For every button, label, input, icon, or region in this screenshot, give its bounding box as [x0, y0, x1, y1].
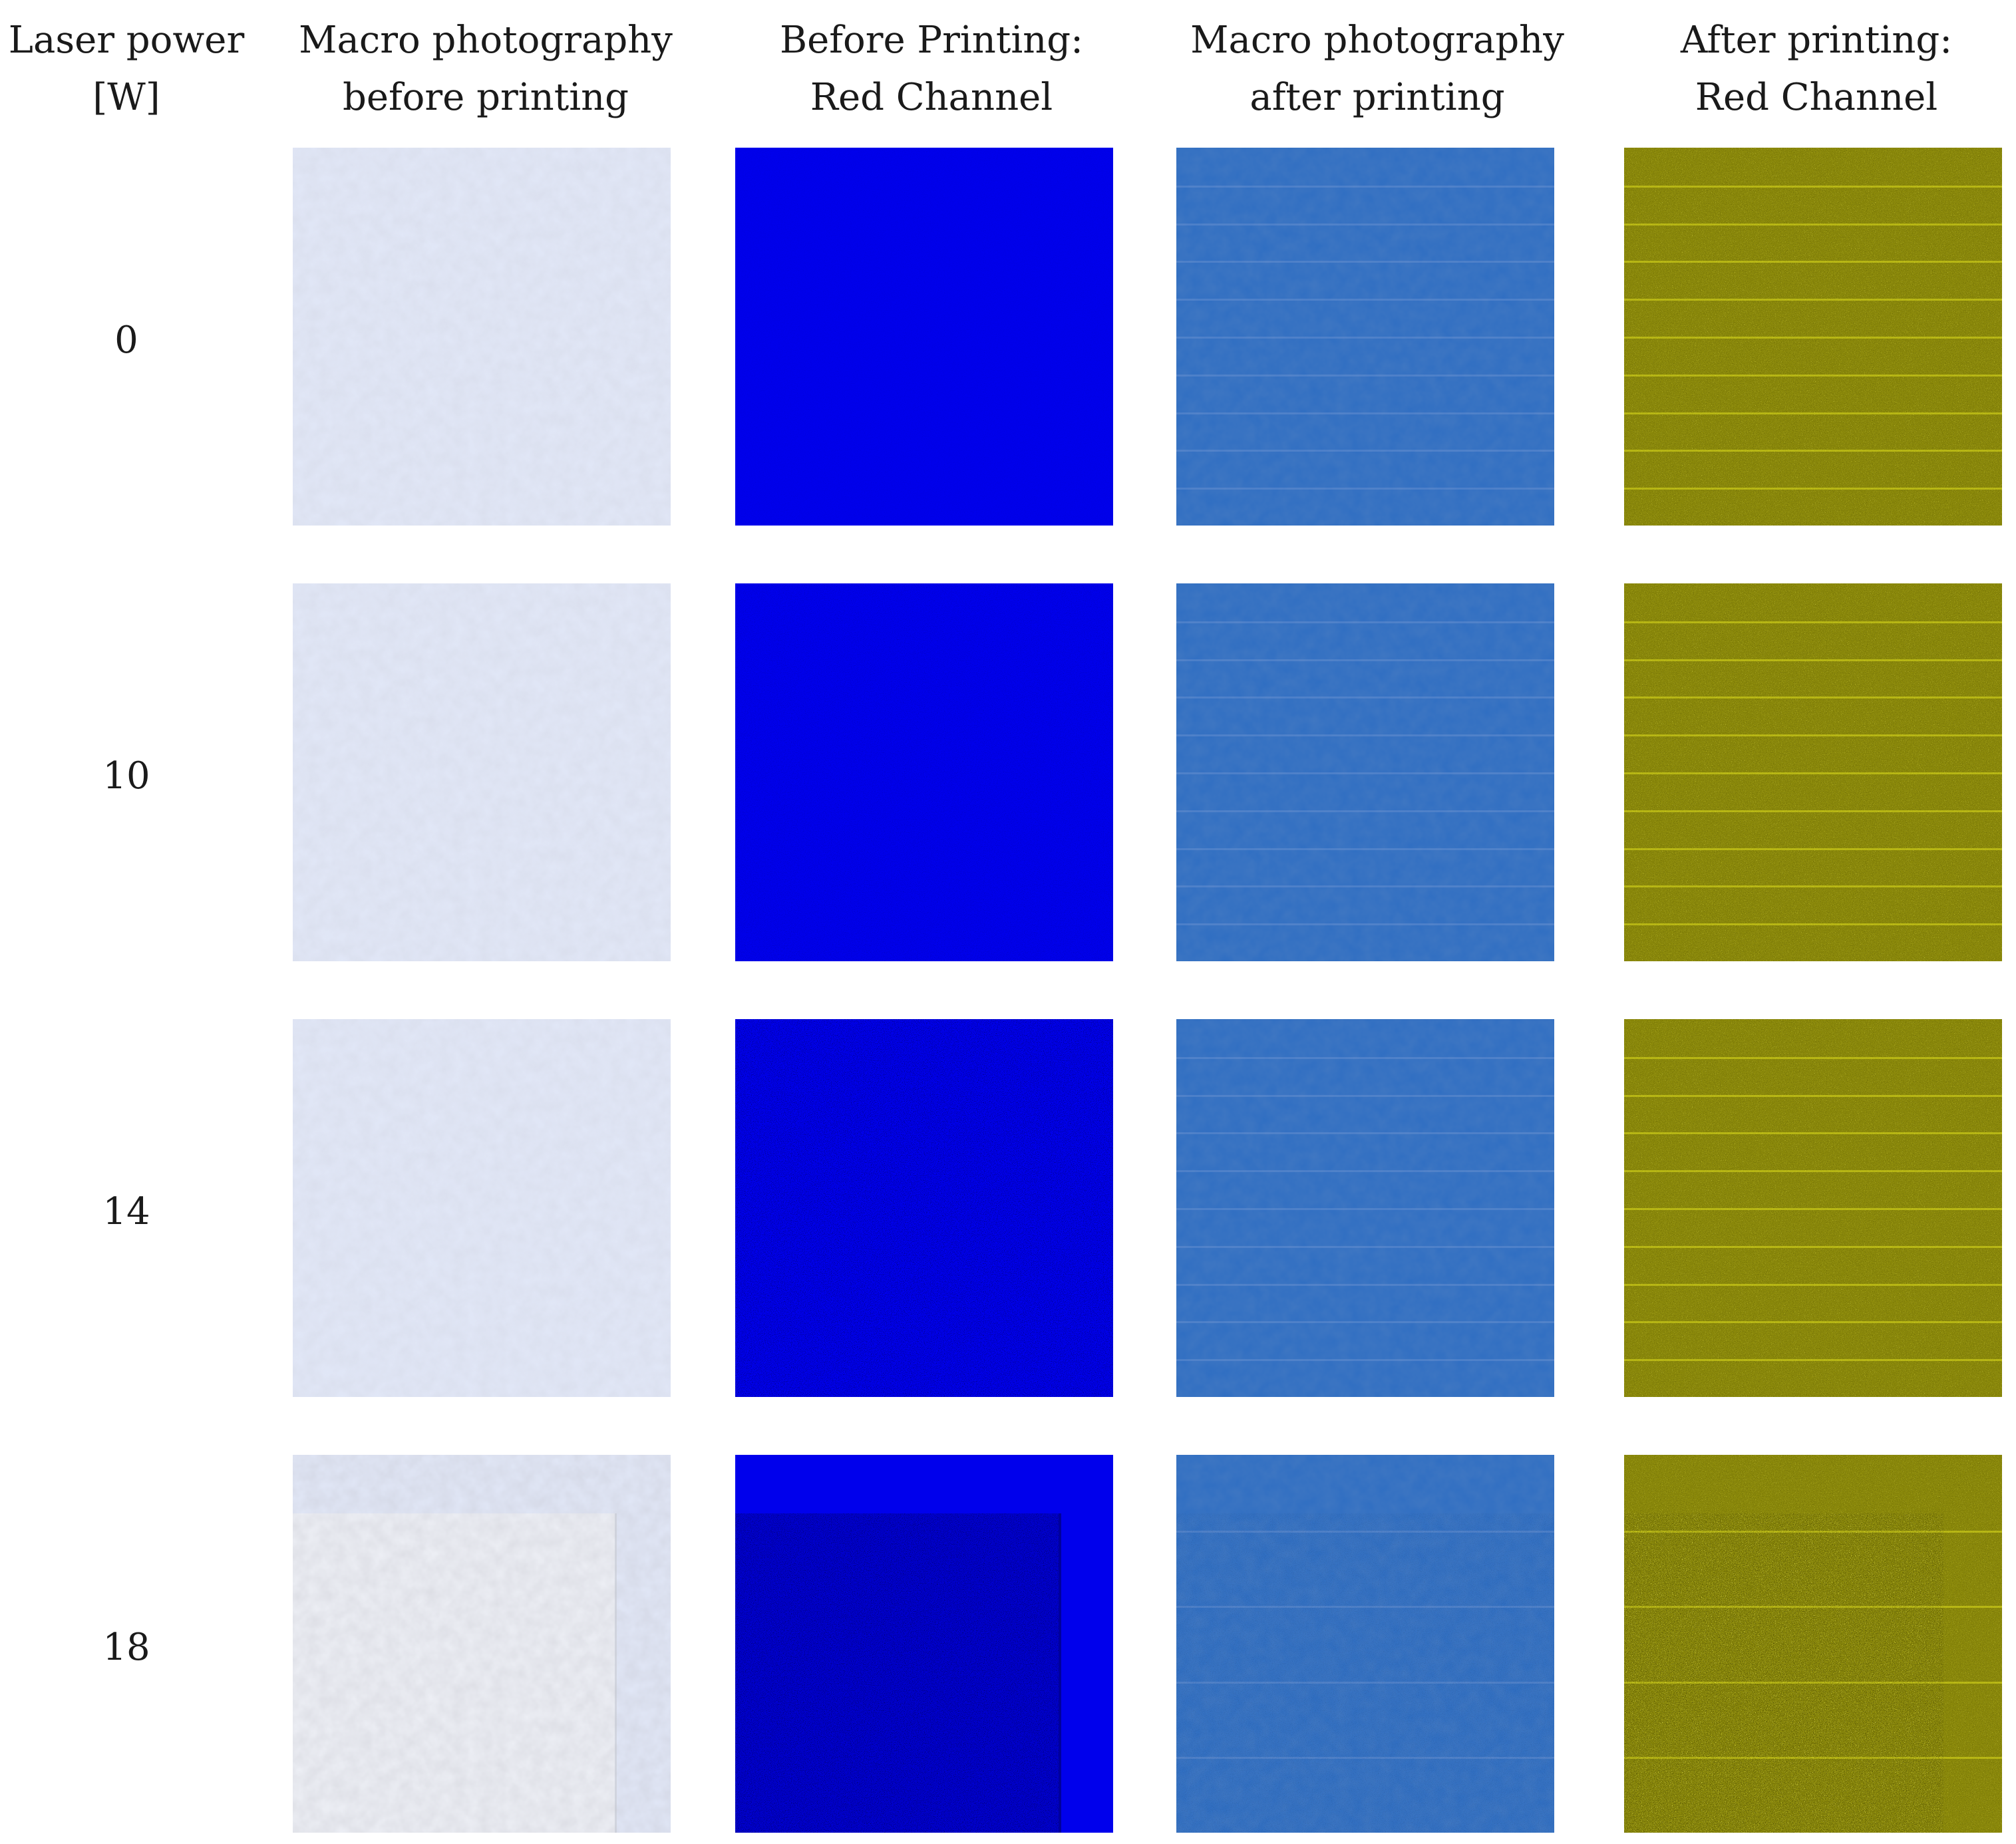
- before-red-channel-image: [735, 1455, 1113, 1833]
- before-red-channel-image: [735, 583, 1113, 961]
- macro-after-image: [1176, 583, 1554, 961]
- after-red-channel-image: [1624, 148, 2002, 526]
- header-after-red: After printing: Red Channel: [1597, 12, 2016, 126]
- macro-before-image: [293, 1455, 671, 1833]
- header-before-red: Before Printing: Red Channel: [712, 12, 1151, 126]
- macro-after-image: [1176, 148, 1554, 526]
- header-macro-before: Macro photography before printing: [266, 12, 705, 126]
- header-after-red-line1: After printing:: [1680, 19, 1953, 62]
- header-laser-power-line1: Laser power: [8, 19, 245, 62]
- laser-power-label: 10: [102, 754, 150, 798]
- header-macro-after-line1: Macro photography: [1190, 19, 1564, 62]
- macro-before-image: [293, 1019, 671, 1397]
- after-red-channel-image: [1624, 583, 2002, 961]
- macro-after-image: [1176, 1019, 1554, 1397]
- macro-before-image: [293, 583, 671, 961]
- header-before-red-line2: Red Channel: [810, 76, 1053, 119]
- macro-before-image: [293, 148, 671, 526]
- after-red-channel-image: [1624, 1019, 2002, 1397]
- before-red-channel-image: [735, 148, 1113, 526]
- after-red-channel-image: [1624, 1455, 2002, 1833]
- laser-power-label: 0: [114, 319, 138, 362]
- header-after-red-line2: Red Channel: [1695, 76, 1938, 119]
- header-laser-power: Laser power [W]: [7, 12, 246, 126]
- laser-power-label: 18: [102, 1626, 150, 1669]
- laser-power-label: 14: [102, 1190, 150, 1233]
- header-macro-before-line1: Macro photography: [299, 19, 673, 62]
- header-before-red-line1: Before Printing:: [779, 19, 1084, 62]
- header-macro-after: Macro photography after printing: [1158, 12, 1597, 126]
- header-macro-before-line2: before printing: [342, 76, 629, 119]
- before-red-channel-image: [735, 1019, 1113, 1397]
- header-laser-power-line2: [W]: [92, 76, 160, 119]
- header-macro-after-line2: after printing: [1250, 76, 1505, 119]
- macro-after-image: [1176, 1455, 1554, 1833]
